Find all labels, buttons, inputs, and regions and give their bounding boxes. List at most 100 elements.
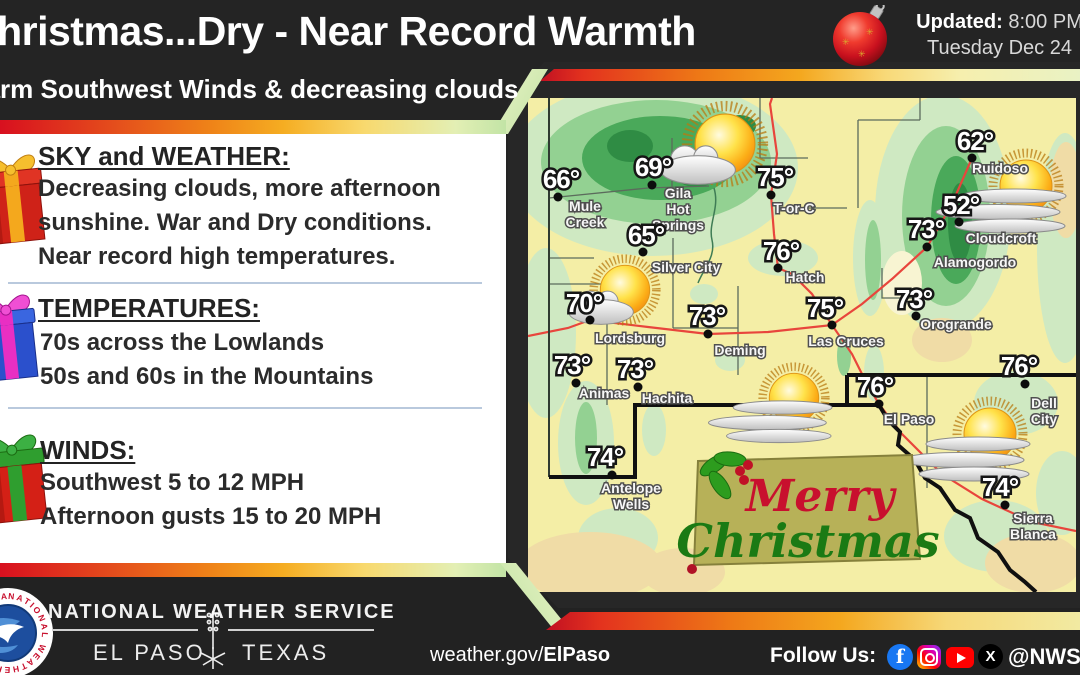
city-dot [967,153,977,163]
svg-text:✳: ✳ [866,27,874,37]
highway-i25 [768,98,833,326]
city-dot [633,382,643,392]
winds-line: Afternoon gusts 15 to 20 MPH [40,503,382,530]
city-dot [607,470,617,480]
city-dot [911,311,921,321]
agency-name: NATIONAL WEATHER SERVICE [48,601,396,623]
instagram-icon[interactable] [917,645,941,669]
city-temp: 73° [908,214,945,244]
city-dot [773,263,783,273]
city-temp: 73° [617,354,654,384]
city-temp: 76° [857,371,894,401]
temperatures-line: 70s across the Lowlands [40,329,325,356]
website-link[interactable]: weather.gov/ElPaso [430,644,611,666]
sky-weather-line: sunshine. War and Dry conditions. [38,209,432,236]
city-label: Animas [579,385,630,401]
city-label: Orogrande [920,316,992,332]
city-label: Dell [1031,395,1057,411]
city-dot [954,217,964,227]
city-temp: 73° [896,284,933,314]
office-city: EL PASO [93,640,206,665]
city-dot [766,190,776,200]
gift-blue-pink-icon [0,294,39,382]
city-temp: 76° [1001,351,1038,381]
city-temp: 69° [635,152,672,182]
gradient-ribbon-top-left [0,120,506,134]
city-label: Ruidoso [972,160,1028,176]
highway-us70 [831,157,974,326]
city-dot [647,180,657,190]
city-label: Hot [666,201,690,217]
gila-river [697,187,717,284]
ornament-icon: ✳ ✳ ✳ [833,5,887,66]
sky-weather-line: Decreasing clouds, more afternoon [38,175,441,202]
updated-label: Updated: [916,11,1003,33]
gift-red-green-icon [0,434,48,525]
city-dot [1000,500,1010,510]
greeting-merry: Merry [744,471,898,522]
city-dot [703,329,713,339]
updated-date: Tuesday Dec 24 [927,37,1072,59]
sky-weather-heading: SKY and WEATHER: [38,141,290,171]
youtube-icon[interactable] [946,647,974,668]
city-temp: 52° [943,190,980,220]
greeting-christmas: Christmas [676,514,939,568]
city-label: Creek [566,214,605,230]
city-markers: 66° Mule Creek 69° Gila Hot Springs 75° … [540,124,1059,544]
nm-tx-border [845,373,1076,405]
city-label: Cloudcroft [966,230,1037,246]
city-label: Antelope [601,480,661,496]
city-label: Blanca [1010,526,1056,542]
section-divider [8,282,482,284]
facebook-icon[interactable]: f [887,644,913,670]
city-label: Alamogordo [934,254,1016,270]
city-temp: 70° [566,288,603,318]
city-dot [874,399,884,409]
city-label: Deming [714,342,765,358]
section-divider [8,407,482,409]
city-label: Hachita [642,390,693,406]
forecast-map: Merry Christmas 66° Mule Creek 69° Gila … [528,98,1076,592]
yucca-icon [200,611,226,669]
winds-heading: WINDS: [40,435,136,465]
gradient-ribbon-bottom-left [0,563,506,577]
footer-divider [228,629,374,631]
city-temp: 75° [807,293,844,323]
city-dot [585,315,595,325]
city-label: City [1031,411,1058,427]
city-label: El Paso [884,411,935,427]
city-temp: 62° [957,126,994,156]
city-dot [638,247,648,257]
temperatures-line: 50s and 60s in the Mountains [40,363,374,390]
city-dot [571,378,581,388]
city-temp: 75° [757,162,794,192]
office-state: TEXAS [242,640,330,665]
city-label: Las Cruces [808,333,884,349]
city-temp: 74° [982,472,1019,502]
gradient-ribbon-bottom-right [546,612,1080,630]
city-label: Wells [613,496,650,512]
x-twitter-icon[interactable]: X [978,644,1003,669]
city-label: Springs [652,217,704,233]
nws-logo: NATIONAL WEATHER SERVICE • NOAA • [0,587,53,675]
gift-red-gold-icon [0,154,46,246]
social-handle[interactable]: @NWS [1008,644,1080,669]
city-label: T-or-C [773,200,814,216]
merry-christmas-banner: Merry Christmas [676,451,940,574]
holly-icon [699,451,753,500]
svg-text:✳: ✳ [842,37,850,47]
city-temp: 74° [587,442,624,472]
city-temp: 73° [689,301,726,331]
city-label: Sierra [1013,510,1053,526]
temperatures-heading: TEMPERATURES: [38,293,260,323]
city-label: Lordsburg [595,330,665,346]
city-label: Silver City [652,259,721,275]
city-temp: 76° [763,236,800,266]
winds-line: Southwest 5 to 12 MPH [40,469,305,496]
follow-us-label: Follow Us: [770,644,877,667]
berry-icon [687,564,697,574]
city-dot [1020,379,1030,389]
info-panel: SKY and WEATHER: Decreasing clouds, more… [0,133,506,563]
city-dot [553,192,563,202]
